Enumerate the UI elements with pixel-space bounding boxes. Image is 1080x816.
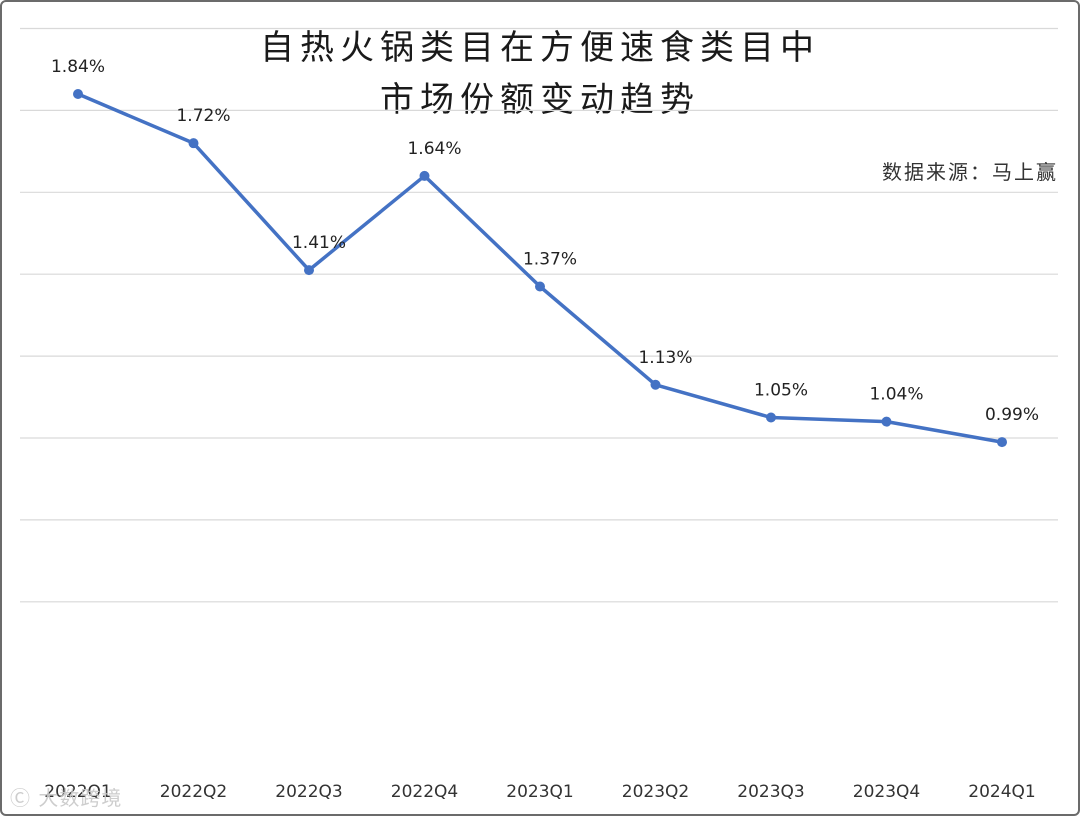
data-point xyxy=(881,416,892,427)
title-line-2: 市场份额变动趋势 xyxy=(380,80,700,120)
data-point xyxy=(73,89,83,100)
x-tick-label: 2023Q3 xyxy=(737,782,804,802)
data-point xyxy=(188,138,199,149)
x-tick-label: 2024Q1 xyxy=(968,782,1035,802)
watermark-text: 大数跨境 xyxy=(38,786,123,810)
data-label: 1.37% xyxy=(523,249,577,269)
x-tick-label: 2022Q4 xyxy=(391,782,458,802)
x-tick-label: 2022Q3 xyxy=(275,782,342,802)
data-point xyxy=(766,412,776,423)
x-tick-label: 2022Q1 xyxy=(44,782,111,802)
data-label: 0.99% xyxy=(985,405,1039,425)
data-label: 1.72% xyxy=(176,106,230,126)
chart-title: 自热火锅类目在方便速食类目中 市场份额变动趋势 xyxy=(0,22,1080,126)
x-tick-label: 2023Q2 xyxy=(622,782,689,802)
data-point xyxy=(419,170,430,181)
data-point xyxy=(650,379,661,390)
x-tick-label: 2023Q1 xyxy=(506,782,573,802)
data-label: 1.05% xyxy=(754,381,808,401)
data-source-note: 数据来源：马上赢 xyxy=(882,160,1058,184)
watermark-logo: Ⓒ 大数跨境 xyxy=(10,782,122,811)
data-label: 1.04% xyxy=(869,385,923,405)
x-tick-label: 2022Q2 xyxy=(160,782,227,802)
title-line-1: 自热火锅类目在方便速食类目中 xyxy=(260,28,820,68)
data-label: 1.64% xyxy=(407,139,461,159)
x-tick-label: 2023Q4 xyxy=(853,782,920,802)
data-point xyxy=(535,281,545,292)
data-point xyxy=(997,437,1007,448)
data-label: 1.84% xyxy=(51,57,105,77)
watermark-icon: Ⓒ xyxy=(10,786,31,810)
data-point xyxy=(304,265,314,276)
data-label: 1.13% xyxy=(638,348,692,368)
data-label: 1.41% xyxy=(292,233,346,253)
